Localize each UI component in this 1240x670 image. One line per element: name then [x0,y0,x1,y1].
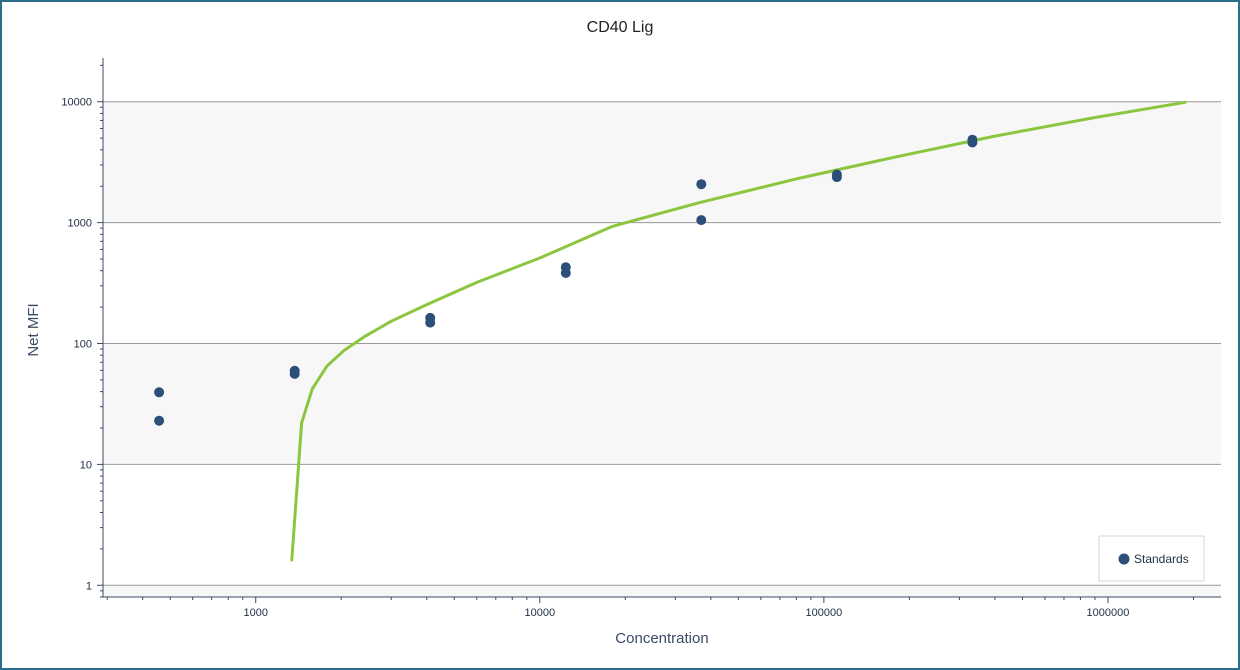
x-tick-label: 1000 [243,607,267,619]
grid-lines [103,101,1221,586]
y-axis-label: Net MFI [25,303,42,356]
y-tick-label: 10 [80,459,92,471]
chart-title: CD40 Lig [586,19,654,36]
y-tick-label: 10000 [61,97,92,109]
data-point [696,215,707,226]
data-point [696,179,707,190]
data-point [425,317,436,328]
x-tick-label: 10000 [525,607,556,619]
plot-background [103,58,1221,597]
y-tick-label: 100 [74,339,92,351]
data-point [154,415,165,426]
legend-label-standards: Standards [1134,552,1189,566]
points-layer [154,134,978,426]
data-point [560,268,571,278]
legend-box [1098,535,1205,582]
fit-curve [290,100,1187,562]
data-point [154,387,165,398]
data-point [831,172,842,183]
legend: Standards [1098,535,1205,582]
y-tick-label: 1000 [68,218,92,230]
x-axis-label: Concentration [615,630,708,647]
axes: 1 10 100 1000 10000 1000 10000 100000 1000000 [61,58,1221,619]
legend-marker-standards [1118,553,1130,565]
plot-band [103,101,1221,223]
data-point [289,368,300,379]
x-tick-label: 100000 [806,607,843,619]
fit-curve-layer [290,100,1187,562]
plot-band [103,585,1221,597]
x-tick-label: 1000000 [1087,607,1130,619]
y-tick-label: 1 [86,580,92,592]
data-point [967,137,978,148]
plot-band [103,343,1221,465]
